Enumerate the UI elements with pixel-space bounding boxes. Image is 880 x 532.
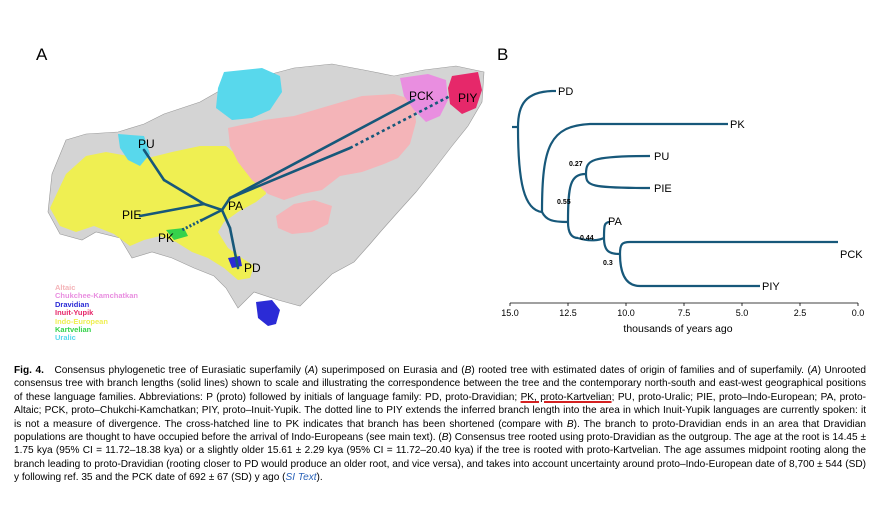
caption-text: ). <box>316 472 323 484</box>
tree-leaf-pie: PIE <box>654 183 672 195</box>
time-axis: 15.0 12.5 10.0 7.5 5.0 2.5 0.0 thousands… <box>501 302 865 335</box>
kartvelian-area <box>166 228 188 240</box>
caption-text: ). The branch to proto-Dravidian ends in… <box>14 418 866 444</box>
map-label-pu: PU <box>138 137 155 151</box>
uralic-area-west <box>118 134 150 166</box>
si-text-link[interactable]: SI Text <box>285 472 317 484</box>
caption-italic: A <box>307 365 315 376</box>
support-value: 0.55 <box>557 199 571 206</box>
tree-leaf-pd: PD <box>558 86 573 98</box>
support-value: 0.3 <box>603 260 613 267</box>
legend-label: Uralic <box>55 333 76 343</box>
axis-tick-label: 12.5 <box>559 308 577 318</box>
tree-leaf-piy: PIY <box>762 281 780 293</box>
panel-label-a: A <box>36 45 48 64</box>
altaic-area-south <box>276 200 332 234</box>
caption-italic: B <box>464 365 472 376</box>
map-label-pd: PD <box>244 261 261 275</box>
eurasia-map: PCK PIY PU PA PIE PK PD <box>47 63 485 326</box>
axis-tick-label: 7.5 <box>678 308 691 318</box>
legend-item-altaic: Altaic <box>55 283 138 292</box>
legend-label: Inuit-Yupik <box>55 308 94 318</box>
chukchee-kamchatkan-area <box>400 74 448 122</box>
legend-item-indo-european: Indo-European <box>55 316 138 326</box>
legend-item-chukchee: Chukchee-Kamchatkan <box>55 292 138 300</box>
figure-number: Fig. 4. <box>14 365 44 376</box>
legend-label: Indo-European <box>55 316 108 326</box>
axis-tick-label: 5.0 <box>736 308 749 318</box>
legend-item-uralic: Uralic <box>55 334 138 342</box>
map-label-pa: PA <box>228 199 243 213</box>
caption-text: Consensus phylogenetic tree of Eurasiati… <box>54 365 308 376</box>
highlighted-abbreviation: PK, proto-Kartvelian <box>520 391 612 403</box>
caption-text: ; PU, proto-Uralic; PIE, proto–Indo-Euro… <box>14 391 867 430</box>
tree-leaf-pu: PU <box>654 151 669 163</box>
tree-leaf-pk: PK <box>730 119 745 131</box>
inuit-yupik-area <box>448 72 482 114</box>
map-label-pck: PCK <box>409 89 434 103</box>
map-legend: Altaic Chukchee-Kamchatkan Dravidian Inu… <box>55 283 138 343</box>
caption-text: ) superimposed on Eurasia and ( <box>314 365 465 376</box>
legend-label: Dravidian <box>55 299 90 309</box>
caption-italic: A <box>810 365 818 376</box>
axis-tick-label: 10.0 <box>617 308 635 318</box>
caption-italic: B <box>566 418 574 430</box>
legend-label: Chukchee-Kamchatkan <box>55 291 138 301</box>
legend-item-dravidian: Dravidian <box>55 299 138 309</box>
axis-tick-label: 15.0 <box>501 308 519 318</box>
tree-leaf-pa: PA <box>608 216 623 228</box>
axis-tick-label: 0.0 <box>852 308 865 318</box>
axis-label: thousands of years ago <box>623 323 732 335</box>
legend-item-kartvelian: Kartvelian <box>55 325 138 335</box>
map-label-pie: PIE <box>122 208 141 222</box>
caption-text: ) Unrooted consensus tree with branch le… <box>14 365 866 403</box>
tree-leaf-pck: PCK <box>840 249 863 261</box>
axis-tick-label: 2.5 <box>794 308 807 318</box>
legend-item-inuit: Inuit-Yupik <box>55 309 138 317</box>
caption-text: ) Consensus tree rooted using proto-Drav… <box>14 432 866 484</box>
caption-italic: B <box>441 432 449 444</box>
map-label-piy: PIY <box>458 91 477 105</box>
piy-dotted-branch <box>349 94 451 150</box>
support-value: 0.44 <box>580 235 594 242</box>
rooted-tree: PD PK PU PIE PA PCK PIY 0.27 0.55 0.44 0… <box>501 86 865 335</box>
map-label-pk: PK <box>158 231 174 245</box>
tree-branches <box>512 89 838 288</box>
figure-caption: Fig. 4. Consensus phylogenetic tree of E… <box>14 364 866 485</box>
dravidian-area-south <box>256 300 280 326</box>
legend-label: Altaic <box>55 283 76 292</box>
support-value: 0.27 <box>569 161 583 168</box>
uralic-area-east <box>216 68 282 120</box>
unrooted-tree <box>138 98 416 270</box>
panel-label-b: B <box>497 45 509 64</box>
caption-text: ) rooted tree with estimated dates of or… <box>471 365 811 376</box>
legend-label: Kartvelian <box>55 325 92 335</box>
